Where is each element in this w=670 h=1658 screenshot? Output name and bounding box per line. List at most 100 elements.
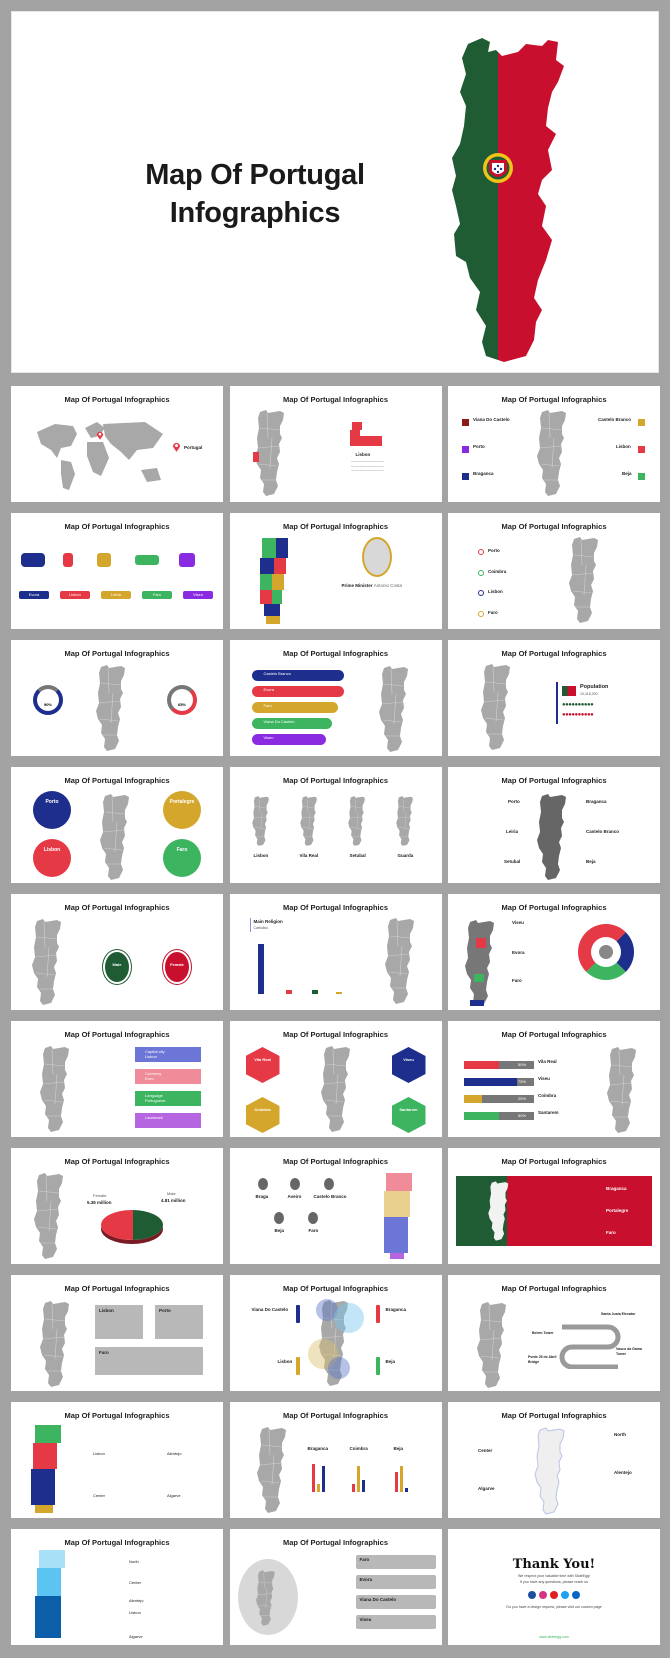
slide-thumbnail-16[interactable]: Map Of Portugal Infographics Capital cit… xyxy=(11,1021,223,1137)
slide-thumbnail-21[interactable]: Map Of Portugal Infographics Braganca Po… xyxy=(448,1148,660,1264)
hero-title: Map Of Portugal Infographics xyxy=(110,156,400,232)
slide-title: Map Of Portugal Infographics xyxy=(501,776,607,785)
belem-tower-icon xyxy=(349,422,382,446)
bar-other xyxy=(285,990,292,994)
label-porto: Porto xyxy=(508,799,520,804)
slide-thumbnail-14[interactable]: Map Of Portugal Infographics Main Religi… xyxy=(229,894,442,1010)
slide-thumbnail-25[interactable]: Map Of Portugal Infographics Lisbon Alen… xyxy=(11,1402,223,1518)
portugal-map xyxy=(93,662,133,754)
female-value: 5.36 million xyxy=(87,1200,112,1205)
website-link[interactable]: www.slideegg.com xyxy=(539,1635,569,1639)
slide-thumbnail-2[interactable]: Map Of Portugal Infographics Lisbon ~~~~… xyxy=(229,386,442,502)
label-viseu: Viseu xyxy=(183,591,213,599)
region-label: Braganca xyxy=(473,471,494,476)
slide-thumbnail-9[interactable]: Map Of Portugal Infographics Population … xyxy=(448,640,660,756)
label-ponte-25-abril: Ponte 25 de Abril Bridge xyxy=(528,1355,557,1364)
linkedin-icon[interactable] xyxy=(572,1591,580,1599)
color-square xyxy=(638,446,645,453)
label-castelo-branco: Castelo Branco xyxy=(586,829,620,834)
slide-thumbnail-24[interactable]: Map Of Portugal Infographics Santa Justa… xyxy=(448,1275,660,1391)
slide-thumbnail-15[interactable]: Map Of Portugal Infographics Viseu Evora… xyxy=(448,894,660,1010)
portugal-map xyxy=(534,408,574,498)
info-box-lisbon xyxy=(95,1305,143,1339)
slide-thumbnail-20[interactable]: Map Of Portugal Infographics Braga Aveir… xyxy=(229,1148,442,1264)
portugal-regions-map xyxy=(31,1425,61,1513)
pill-faro: Faro xyxy=(251,702,338,713)
portugal-map xyxy=(37,1043,77,1135)
twitter-icon[interactable] xyxy=(561,1591,569,1599)
population-value: 10,416,300 xyxy=(580,692,598,696)
slide-thumbnail-27[interactable]: Map Of Portugal Infographics North Cente… xyxy=(448,1402,660,1518)
slide-title: Map Of Portugal Infographics xyxy=(282,776,388,785)
slide-thumbnail-5[interactable]: Map Of Portugal Infographics Prime Minis… xyxy=(229,513,442,629)
portugal-outline-map xyxy=(534,1427,565,1515)
pill-evora: Evora xyxy=(251,686,344,697)
slide-thumbnail-4[interactable]: Map Of Portugal Infographics Evora Lisbo… xyxy=(11,513,223,629)
slide-title: Map Of Portugal Infographics xyxy=(282,1157,388,1166)
label-leiria: Leiria xyxy=(506,829,519,834)
thank-you-title: Thank You! xyxy=(512,1557,596,1572)
bottle-icon xyxy=(375,1305,380,1323)
slide-thumbnail-7[interactable]: Map Of Portugal Infographics 90% 65% xyxy=(11,640,223,756)
label-viana: Viana Do Castelo xyxy=(251,1307,289,1312)
slide-thumbnail-17[interactable]: Map Of Portugal Infographics Vila Real V… xyxy=(229,1021,442,1137)
youtube-icon[interactable] xyxy=(550,1591,558,1599)
label-santa-justa: Santa Justa Elevator xyxy=(601,1312,636,1316)
slide-thumbnail-26[interactable]: Map Of Portugal Infographics Braganca Co… xyxy=(229,1402,442,1518)
slide-thumbnail-18[interactable]: Map Of Portugal Infographics Vila Real 5… xyxy=(448,1021,660,1137)
slide-thumbnail-13[interactable]: Map Of Portugal Infographics Male Female xyxy=(11,894,223,1010)
female-people-icons: ●●●●●●●●●● xyxy=(562,712,594,718)
slide-thumbnail-29[interactable]: Map Of Portugal Infographics Faro Evora … xyxy=(229,1529,442,1645)
progress-value: 25% xyxy=(518,1096,527,1101)
label-lisbon: Lisbon xyxy=(277,1359,293,1364)
label-catholics: Catholics xyxy=(253,926,268,930)
road-timeline xyxy=(559,1324,621,1369)
slide-thumbnail-30[interactable]: Thank You! We respect your valuable time… xyxy=(448,1529,660,1645)
region-label: Castelo Branco xyxy=(598,417,632,422)
slide-thumbnail-8[interactable]: Map Of Portugal Infographics Castelo Bra… xyxy=(229,640,442,756)
slide-thumbnail-11[interactable]: Map Of Portugal Infographics Lisbon Vila… xyxy=(229,767,442,883)
slide-thumbnail-28[interactable]: Map Of Portugal Infographics North Cente… xyxy=(11,1529,223,1645)
slide-title: Map Of Portugal Infographics xyxy=(501,1030,607,1039)
slide-thumbnail-23[interactable]: Map Of Portugal Infographics Viana Do Ca… xyxy=(229,1275,442,1391)
prime-minister-photo xyxy=(361,537,392,577)
slide-title: Map Of Portugal Infographics xyxy=(282,1030,388,1039)
label-braganca: Braganca xyxy=(307,1446,329,1451)
slide-thumbnail-12[interactable]: Map Of Portugal Infographics Porto Braga… xyxy=(448,767,660,883)
label-population: Population xyxy=(580,684,609,690)
label-center: Center xyxy=(129,1580,142,1585)
slide-thumbnail-1[interactable]: Map Of Portugal Infographics Portugal xyxy=(11,386,223,502)
slide-title: Map Of Portugal Infographics xyxy=(64,1284,170,1293)
bottle-icon xyxy=(375,1357,380,1375)
portugal-map xyxy=(254,1569,280,1627)
label-coimbra: Coimbra xyxy=(488,569,507,574)
portugal-map xyxy=(382,916,422,1006)
hero-slide[interactable]: Map Of Portugal Infographics xyxy=(11,11,659,373)
progress-value: 75% xyxy=(518,1079,527,1084)
bottle-icon xyxy=(295,1357,300,1375)
label-porto: Porto xyxy=(488,548,500,553)
slide-thumbnail-10[interactable]: Map Of Portugal Infographics Porto Porta… xyxy=(11,767,223,883)
portugal-flag-map xyxy=(452,38,564,362)
label-alentejo: Alentejo xyxy=(614,1470,632,1475)
slide-thumbnail-22[interactable]: Map Of Portugal Infographics Lisbon Port… xyxy=(11,1275,223,1391)
slide-title: Map Of Portugal Infographics xyxy=(501,1284,607,1293)
label-braganca: Braganca xyxy=(586,799,607,804)
label-prime-minister: Prime Minister xyxy=(341,583,373,588)
bar-no-religion xyxy=(311,990,318,994)
facebook-icon[interactable] xyxy=(528,1591,536,1599)
label-male: Male xyxy=(167,1191,176,1196)
label-portalegre: Portalegre xyxy=(606,1208,629,1213)
slide-thumbnail-19[interactable]: Map Of Portugal Infographics Female 5.36… xyxy=(11,1148,223,1264)
portugal-white-map xyxy=(488,1181,509,1241)
label-faro: Faro xyxy=(606,1230,616,1235)
label-algarve: Algarve xyxy=(129,1634,143,1639)
circle-faro: Faro xyxy=(163,839,201,877)
color-square xyxy=(462,446,469,453)
slide-thumbnail-6[interactable]: Map Of Portugal Infographics Porto Coimb… xyxy=(448,513,660,629)
slide-thumbnail-3[interactable]: Map Of Portugal Infographics Viana Do Ca… xyxy=(448,386,660,502)
instagram-icon[interactable] xyxy=(539,1591,547,1599)
slide-title: Map Of Portugal Infographics xyxy=(501,1411,607,1420)
label-center: Center xyxy=(478,1448,493,1453)
slide-title: Map Of Portugal Infographics xyxy=(64,522,170,531)
